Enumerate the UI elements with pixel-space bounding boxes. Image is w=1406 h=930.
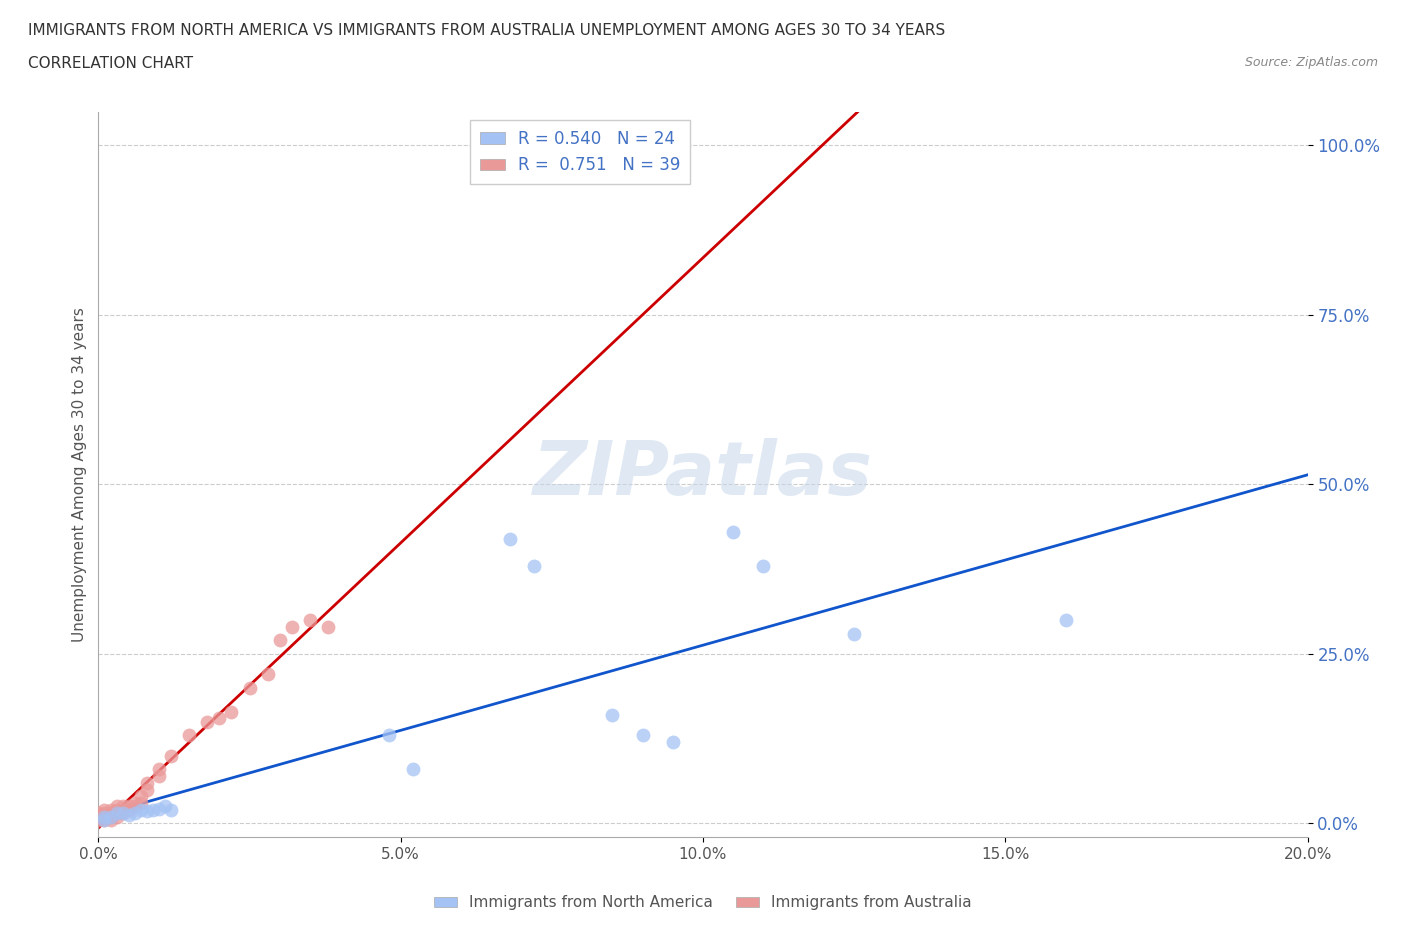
Point bbox=[93, 803, 115, 817]
Point bbox=[269, 633, 291, 648]
Point bbox=[87, 813, 110, 828]
Point bbox=[135, 776, 157, 790]
Point bbox=[316, 619, 339, 634]
Point bbox=[93, 809, 115, 824]
Point bbox=[256, 667, 278, 682]
Point bbox=[281, 619, 304, 634]
Point bbox=[135, 804, 157, 818]
Point bbox=[844, 626, 866, 641]
Point bbox=[661, 735, 683, 750]
Point bbox=[124, 796, 146, 811]
Point bbox=[752, 558, 775, 573]
Point bbox=[148, 768, 170, 783]
Point bbox=[142, 803, 165, 817]
Point bbox=[221, 704, 243, 719]
Point bbox=[124, 799, 146, 814]
Point bbox=[299, 613, 322, 628]
Text: IMMIGRANTS FROM NORTH AMERICA VS IMMIGRANTS FROM AUSTRALIA UNEMPLOYMENT AMONG AG: IMMIGRANTS FROM NORTH AMERICA VS IMMIGRA… bbox=[28, 23, 945, 38]
Point bbox=[208, 711, 231, 725]
Point bbox=[160, 749, 183, 764]
Point bbox=[177, 728, 201, 743]
Point bbox=[129, 796, 152, 811]
Point bbox=[498, 531, 520, 546]
Point bbox=[87, 805, 110, 820]
Point bbox=[402, 762, 425, 777]
Point bbox=[105, 805, 128, 820]
Point bbox=[129, 803, 152, 817]
Point bbox=[111, 799, 134, 814]
Point bbox=[100, 809, 122, 824]
Point bbox=[100, 805, 122, 820]
Point bbox=[105, 809, 128, 824]
Point bbox=[721, 525, 744, 539]
Point bbox=[100, 803, 122, 817]
Y-axis label: Unemployment Among Ages 30 to 34 years: Unemployment Among Ages 30 to 34 years bbox=[72, 307, 87, 642]
Point bbox=[239, 681, 262, 696]
Point bbox=[93, 813, 115, 828]
Point bbox=[135, 782, 157, 797]
Point bbox=[195, 714, 218, 729]
Point bbox=[100, 813, 122, 828]
Point bbox=[148, 801, 170, 816]
Point bbox=[377, 728, 399, 743]
Point bbox=[87, 809, 110, 824]
Point bbox=[105, 805, 128, 820]
Point bbox=[100, 809, 122, 824]
Point bbox=[118, 799, 141, 814]
Point bbox=[111, 805, 134, 820]
Point bbox=[111, 803, 134, 817]
Point bbox=[105, 803, 128, 817]
Text: CORRELATION CHART: CORRELATION CHART bbox=[28, 56, 193, 71]
Point bbox=[93, 813, 115, 828]
Text: ZIPatlas: ZIPatlas bbox=[533, 438, 873, 511]
Point bbox=[631, 728, 654, 743]
Point bbox=[118, 808, 141, 823]
Point bbox=[160, 803, 183, 817]
Text: Source: ZipAtlas.com: Source: ZipAtlas.com bbox=[1244, 56, 1378, 69]
Point bbox=[523, 558, 546, 573]
Point bbox=[93, 809, 115, 824]
Point bbox=[93, 805, 115, 820]
Point bbox=[153, 799, 176, 814]
Point bbox=[129, 789, 152, 804]
Point bbox=[148, 762, 170, 777]
Legend: Immigrants from North America, Immigrants from Australia: Immigrants from North America, Immigrant… bbox=[427, 889, 979, 916]
Point bbox=[105, 799, 128, 814]
Point bbox=[111, 805, 134, 820]
Point bbox=[602, 708, 624, 723]
Point bbox=[124, 805, 146, 820]
Point bbox=[1054, 613, 1077, 628]
Point bbox=[118, 803, 141, 817]
